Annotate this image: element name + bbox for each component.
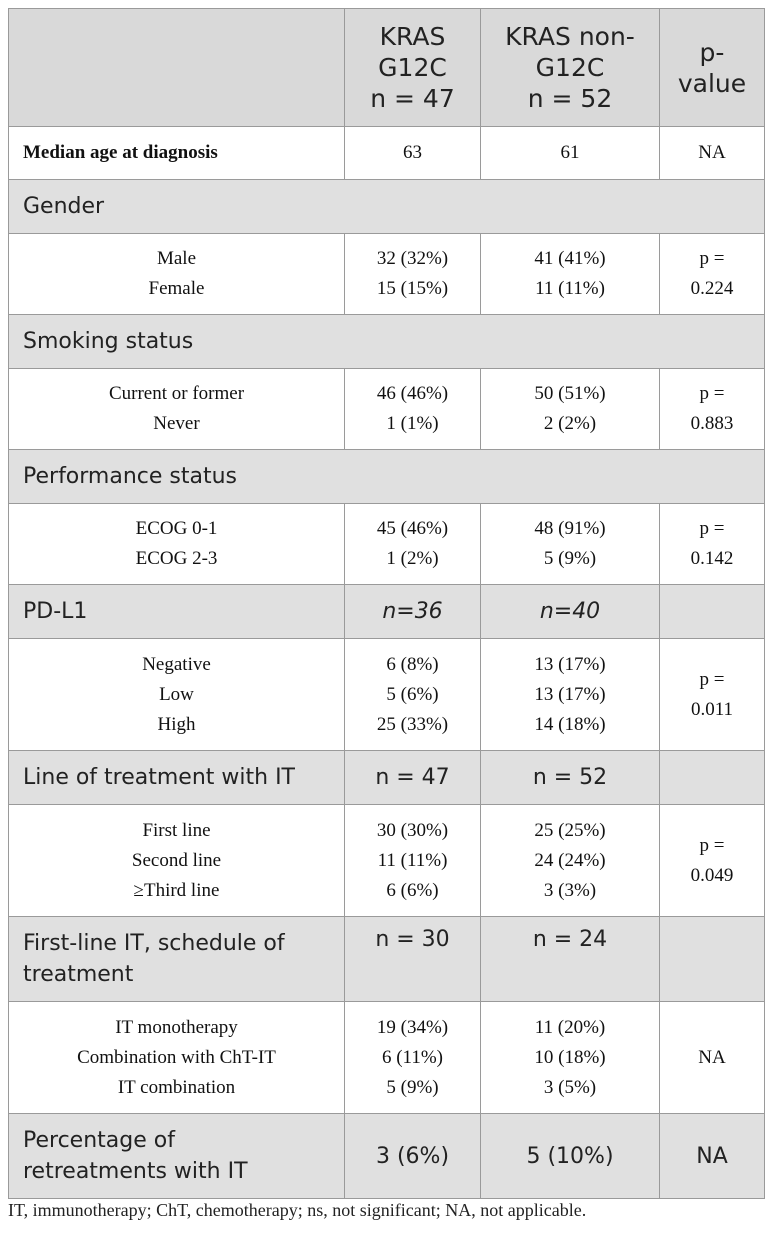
median-age-p: NA [659, 126, 765, 180]
section-title: Gender [8, 179, 765, 234]
firstline-labels: IT monotherapy Combination with ChT-IT I… [8, 1001, 345, 1114]
smoking-g12c: 46 (46%) 1 (1%) [344, 368, 481, 450]
gender-labels: Male Female [8, 233, 345, 315]
pdl1-p: p = 0.011 [659, 638, 765, 751]
line-empty [659, 750, 765, 805]
row-median-age: Median age at diagnosis 63 61 NA [8, 126, 765, 180]
retreat-p: NA [659, 1113, 765, 1199]
section-title: Smoking status [8, 314, 765, 369]
section-title: First-line IT, schedule of treatment [8, 916, 345, 1002]
line-n-non-g12c: n = 52 [480, 750, 660, 805]
line-n-g12c: n = 47 [344, 750, 481, 805]
characteristics-table: KRAS G12C n = 47 KRAS non- G12C n = 52 p… [8, 8, 765, 1199]
header-kras-non-g12c: KRAS non- G12C n = 52 [480, 8, 660, 127]
performance-non-g12c: 48 (91%) 5 (9%) [480, 503, 660, 585]
line-labels: First line Second line ≥Third line [8, 804, 345, 917]
smoking-p: p = 0.883 [659, 368, 765, 450]
row-pdl1-data: Negative Low High 6 (8%) 5 (6%) 25 (33%)… [8, 638, 765, 751]
section-performance: Performance status [8, 449, 765, 504]
section-gender: Gender [8, 179, 765, 234]
pdl1-labels: Negative Low High [8, 638, 345, 751]
header-row: KRAS G12C n = 47 KRAS non- G12C n = 52 p… [8, 8, 765, 127]
performance-labels: ECOG 0-1 ECOG 2-3 [8, 503, 345, 585]
row-performance-data: ECOG 0-1 ECOG 2-3 45 (46%) 1 (2%) 48 (91… [8, 503, 765, 585]
smoking-non-g12c: 50 (51%) 2 (2%) [480, 368, 660, 450]
gender-p: p = 0.224 [659, 233, 765, 315]
pdl1-empty [659, 584, 765, 639]
section-title: Percentage of retreatments with IT [8, 1113, 345, 1199]
section-first-line-schedule: First-line IT, schedule of treatment n =… [8, 916, 765, 1002]
pdl1-n-g12c: n=36 [344, 584, 481, 639]
performance-g12c: 45 (46%) 1 (2%) [344, 503, 481, 585]
header-kras-g12c: KRAS G12C n = 47 [344, 8, 481, 127]
section-pdl1: PD-L1 n=36 n=40 [8, 584, 765, 639]
line-non-g12c: 25 (25%) 24 (24%) 3 (3%) [480, 804, 660, 917]
header-empty-cell [8, 8, 345, 127]
line-p: p = 0.049 [659, 804, 765, 917]
section-retreatments: Percentage of retreatments with IT 3 (6%… [8, 1113, 765, 1199]
firstline-p: NA [659, 1001, 765, 1114]
retreat-non-g12c: 5 (10%) [480, 1113, 660, 1199]
smoking-labels: Current or former Never [8, 368, 345, 450]
retreat-g12c: 3 (6%) [344, 1113, 481, 1199]
table-footnote: IT, immunotherapy; ChT, chemotherapy; ns… [8, 1200, 587, 1220]
median-age-label: Median age at diagnosis [8, 126, 345, 180]
row-line-data: First line Second line ≥Third line 30 (3… [8, 804, 765, 917]
row-firstline-data: IT monotherapy Combination with ChT-IT I… [8, 1001, 765, 1114]
firstline-n-g12c: n = 30 [344, 916, 481, 1002]
row-gender-data: Male Female 32 (32%) 15 (15%) 41 (41%) 1… [8, 233, 765, 315]
section-title: Performance status [8, 449, 765, 504]
firstline-non-g12c: 11 (20%) 10 (18%) 3 (5%) [480, 1001, 660, 1114]
gender-g12c: 32 (32%) 15 (15%) [344, 233, 481, 315]
section-smoking: Smoking status [8, 314, 765, 369]
header-p-value: p- value [659, 8, 765, 127]
firstline-n-non-g12c: n = 24 [480, 916, 660, 1002]
pdl1-non-g12c: 13 (17%) 13 (17%) 14 (18%) [480, 638, 660, 751]
section-line-of-treatment: Line of treatment with IT n = 47 n = 52 [8, 750, 765, 805]
row-smoking-data: Current or former Never 46 (46%) 1 (1%) … [8, 368, 765, 450]
line-g12c: 30 (30%) 11 (11%) 6 (6%) [344, 804, 481, 917]
section-title: Line of treatment with IT [8, 750, 345, 805]
gender-non-g12c: 41 (41%) 11 (11%) [480, 233, 660, 315]
firstline-g12c: 19 (34%) 6 (11%) 5 (9%) [344, 1001, 481, 1114]
pdl1-n-non-g12c: n=40 [480, 584, 660, 639]
section-title: PD-L1 [8, 584, 345, 639]
median-age-g12c: 63 [344, 126, 481, 180]
performance-p: p = 0.142 [659, 503, 765, 585]
firstline-empty [659, 916, 765, 1002]
median-age-non-g12c: 61 [480, 126, 660, 180]
pdl1-g12c: 6 (8%) 5 (6%) 25 (33%) [344, 638, 481, 751]
